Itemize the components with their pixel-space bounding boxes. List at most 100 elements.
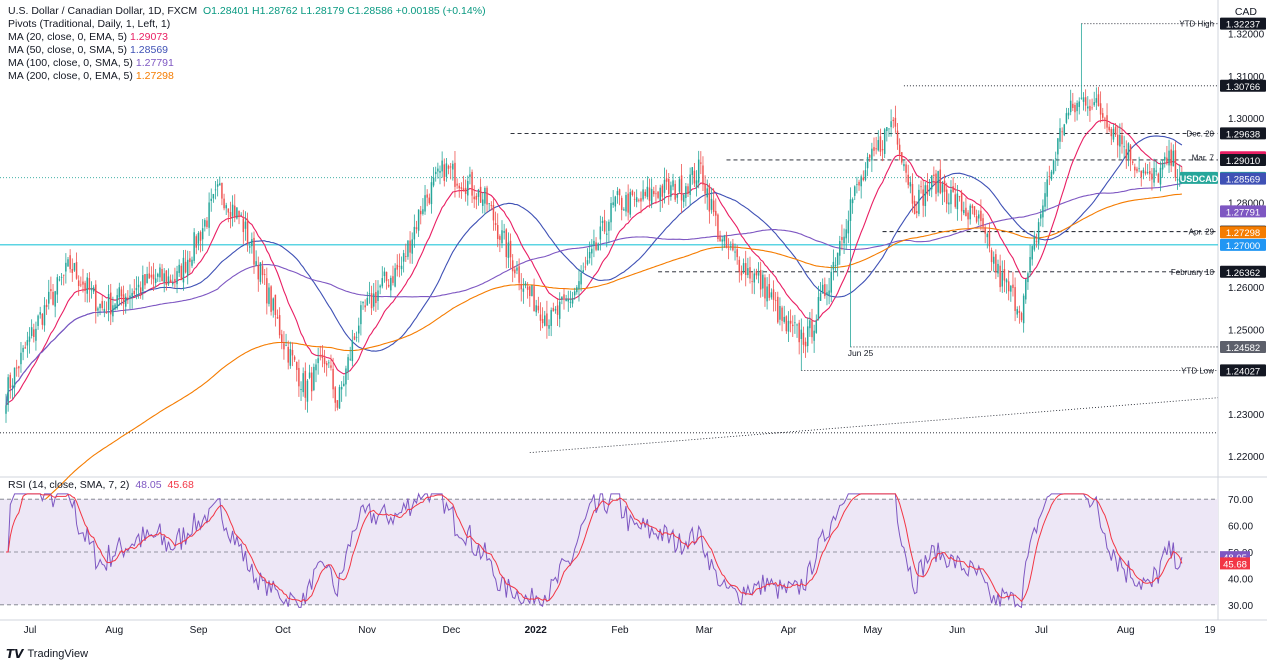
- candle-body[interactable]: [189, 258, 191, 263]
- candle-body[interactable]: [576, 287, 578, 293]
- tradingview-branding[interactable]: 𝙏𝙑 TradingView: [6, 647, 88, 661]
- candle-body[interactable]: [114, 304, 116, 310]
- candle-body[interactable]: [150, 274, 153, 278]
- candle-body[interactable]: [697, 159, 700, 183]
- candle-body[interactable]: [274, 294, 277, 315]
- candle-body[interactable]: [308, 372, 311, 378]
- candle-body[interactable]: [593, 240, 595, 246]
- candle-body[interactable]: [127, 297, 129, 299]
- candle-body[interactable]: [1138, 168, 1140, 170]
- candle-body[interactable]: [381, 278, 384, 287]
- candle-body[interactable]: [475, 195, 478, 200]
- candle-body[interactable]: [1001, 272, 1004, 287]
- candle-body[interactable]: [1174, 150, 1177, 178]
- candle-body[interactable]: [349, 358, 351, 360]
- candle-body[interactable]: [1018, 310, 1021, 313]
- candle-body[interactable]: [464, 187, 467, 194]
- candle-body[interactable]: [1119, 135, 1121, 147]
- candle-body[interactable]: [995, 254, 997, 273]
- candle-body[interactable]: [695, 180, 698, 188]
- candle-body[interactable]: [1155, 170, 1157, 172]
- candle-body[interactable]: [792, 324, 794, 327]
- candle-body[interactable]: [283, 343, 285, 350]
- candle-body[interactable]: [375, 291, 377, 304]
- candle-body[interactable]: [588, 251, 591, 259]
- candle-body[interactable]: [445, 163, 448, 177]
- candle-body[interactable]: [212, 193, 215, 199]
- candle-body[interactable]: [142, 275, 144, 291]
- candle-body[interactable]: [973, 206, 976, 215]
- candle-body[interactable]: [1089, 105, 1091, 111]
- candle-body[interactable]: [351, 340, 354, 362]
- candle-body[interactable]: [772, 289, 775, 300]
- candle-body[interactable]: [488, 203, 490, 205]
- candle-body[interactable]: [30, 327, 33, 336]
- candle-body[interactable]: [1014, 287, 1016, 311]
- candle-body[interactable]: [691, 167, 694, 176]
- candle-body[interactable]: [193, 232, 195, 261]
- candle-body[interactable]: [69, 255, 71, 270]
- candle-body[interactable]: [879, 136, 882, 152]
- candle-body[interactable]: [700, 162, 702, 164]
- candle-body[interactable]: [821, 284, 824, 293]
- candle-body[interactable]: [909, 182, 912, 187]
- candle-body[interactable]: [1093, 102, 1095, 106]
- candle-body[interactable]: [494, 223, 497, 225]
- candle-body[interactable]: [920, 186, 922, 188]
- candle-body[interactable]: [817, 297, 820, 320]
- candle-body[interactable]: [1176, 179, 1179, 181]
- candle-body[interactable]: [721, 239, 723, 242]
- candle-body[interactable]: [302, 373, 304, 393]
- candle-body[interactable]: [291, 349, 294, 356]
- candle-body[interactable]: [135, 287, 138, 291]
- candle-body[interactable]: [642, 189, 644, 200]
- candle-body[interactable]: [65, 262, 67, 272]
- candle-body[interactable]: [28, 336, 31, 342]
- candle-body[interactable]: [1087, 106, 1089, 109]
- candle-body[interactable]: [67, 259, 69, 267]
- candle-body[interactable]: [1157, 173, 1160, 183]
- candle-body[interactable]: [492, 205, 495, 221]
- candle-body[interactable]: [499, 236, 501, 240]
- candle-body[interactable]: [242, 218, 245, 233]
- candle-body[interactable]: [281, 334, 283, 343]
- candle-body[interactable]: [163, 273, 165, 283]
- candle-body[interactable]: [597, 243, 599, 251]
- candle-body[interactable]: [832, 261, 835, 270]
- candle-body[interactable]: [306, 380, 309, 402]
- candle-body[interactable]: [712, 200, 715, 213]
- candle-body[interactable]: [313, 366, 315, 391]
- candle-body[interactable]: [405, 256, 407, 257]
- candle-body[interactable]: [1052, 160, 1055, 174]
- candle-body[interactable]: [434, 171, 437, 175]
- candle-body[interactable]: [477, 189, 480, 197]
- candle-body[interactable]: [539, 314, 542, 321]
- candle-body[interactable]: [742, 263, 745, 272]
- candle-body[interactable]: [749, 267, 751, 279]
- candle-body[interactable]: [11, 385, 14, 387]
- candle-body[interactable]: [563, 294, 565, 299]
- candle-body[interactable]: [725, 235, 728, 248]
- candle-body[interactable]: [638, 199, 640, 201]
- candle-body[interactable]: [234, 205, 236, 218]
- candle-body[interactable]: [268, 287, 270, 304]
- candle-body[interactable]: [806, 326, 809, 347]
- candle-body[interactable]: [184, 261, 187, 273]
- candle-body[interactable]: [569, 301, 572, 303]
- candle-body[interactable]: [1168, 150, 1170, 166]
- candle-body[interactable]: [971, 205, 974, 209]
- candle-body[interactable]: [90, 288, 93, 291]
- candle-body[interactable]: [1166, 157, 1168, 163]
- candle-body[interactable]: [186, 259, 189, 276]
- candle-body[interactable]: [169, 279, 172, 283]
- candle-body[interactable]: [678, 179, 681, 192]
- candle-body[interactable]: [541, 318, 544, 324]
- candle-body[interactable]: [836, 252, 839, 266]
- candle-body[interactable]: [862, 177, 865, 181]
- candle-body[interactable]: [764, 277, 766, 299]
- candle-body[interactable]: [578, 281, 580, 290]
- candle-body[interactable]: [531, 285, 533, 297]
- candle-body[interactable]: [95, 284, 97, 311]
- candle-body[interactable]: [296, 361, 298, 370]
- candle-body[interactable]: [330, 365, 332, 368]
